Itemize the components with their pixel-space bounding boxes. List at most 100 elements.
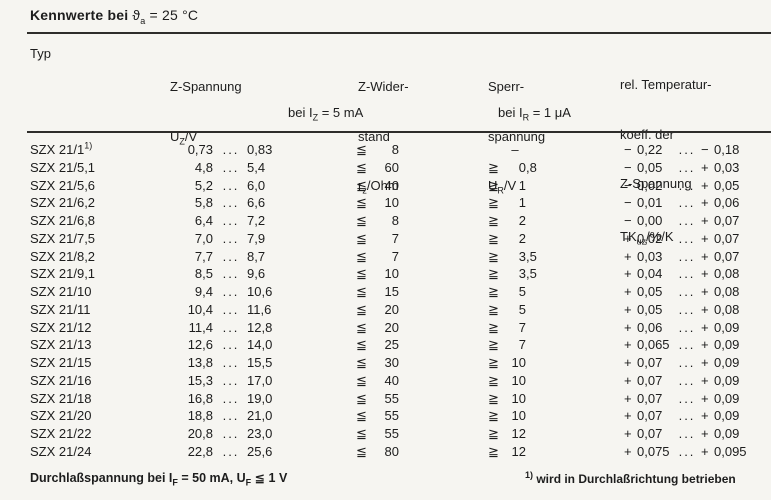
theta-subscript: a — [140, 15, 146, 26]
lte-icon: ≦ — [356, 390, 367, 406]
tk-ellipsis: ... — [678, 443, 696, 459]
cell-rz: 8 — [391, 142, 399, 157]
tk-label-3: Z-Spannung — [620, 176, 692, 191]
lte-icon: ≦ — [356, 248, 367, 264]
cell-tk-min: −0,00 — [624, 213, 663, 228]
cell-tk-max: +0,09 — [701, 408, 740, 424]
cell-uz-min: 22,8 — [187, 443, 213, 459]
cell-type: SZX 21/7,5 — [30, 230, 96, 246]
cell-uz-max: 15,5 — [247, 355, 273, 370]
uz-ellipsis: ... — [222, 195, 240, 211]
table-row: SZX 21/20 18,8 ... 21,0 ≦ 55 ≧ 10 +0,07 … — [0, 407, 771, 425]
cell-type: SZX 21/5,6 — [30, 177, 96, 193]
table-row: SZX 21/11) 0,73 ... 0,83 ≦ 8 – −0,22 ...… — [0, 141, 771, 159]
cell-ur: 3,5 — [518, 266, 537, 282]
cell-type: SZX 21/24 — [30, 443, 92, 459]
z-widerstand-label-1: Z-Wider- — [358, 79, 409, 94]
uz-ellipsis: ... — [222, 337, 240, 353]
tk-ellipsis: ... — [678, 142, 696, 157]
cell-tk-max: +0,09 — [701, 319, 740, 335]
table-row: SZX 21/6,8 6,4 ... 7,2 ≦ 8 ≧ 2 −0,00 ...… — [0, 212, 771, 230]
cell-tk-max: +0,07 — [701, 230, 740, 246]
gte-icon: ≧ — [488, 372, 499, 388]
col-header-temperaturkoeff: rel. Temperatur- koeff. der Z-Spannung T… — [620, 44, 712, 278]
cell-uz-max: 19,0 — [247, 390, 273, 406]
uz-ellipsis: ... — [222, 372, 240, 388]
tk-ellipsis: ... — [678, 195, 696, 211]
cell-rz: 10 — [384, 266, 399, 282]
cell-uz-max: 9,6 — [247, 266, 266, 282]
cell-ur: 3,5 — [518, 248, 537, 264]
cell-tk-min: +0,06 — [624, 319, 663, 335]
cell-rz: 40 — [384, 372, 399, 388]
col-header-z-spannung: Z-Spannung UZ/V — [170, 46, 242, 178]
table-row: SZX 21/8,2 7,7 ... 8,7 ≦ 7 ≧ 3,5 +0,03 .… — [0, 248, 771, 266]
tk-ellipsis: ... — [678, 372, 696, 388]
uz-ellipsis: ... — [222, 213, 240, 228]
cell-uz-min: 10,4 — [187, 301, 213, 317]
rz-symbol: rz/Ohm — [358, 178, 399, 196]
cell-rz: 60 — [384, 159, 399, 175]
lte-icon: ≦ — [356, 301, 367, 317]
cell-uz-min: 4,8 — [194, 159, 213, 175]
cell-type: SZX 21/15 — [30, 355, 92, 370]
cell-ur: 2 — [518, 213, 526, 228]
cell-uz-max: 23,0 — [247, 426, 273, 441]
gte-icon: ≧ — [488, 355, 499, 370]
cell-tk-max: +0,07 — [701, 213, 740, 228]
cell-ur: 10 — [511, 372, 526, 388]
gte-icon: ≧ — [488, 177, 499, 193]
cell-uz-min: 7,0 — [194, 230, 213, 246]
cell-tk-min: +0,07 — [624, 355, 663, 370]
cell-uz-min: 11,4 — [188, 319, 213, 335]
cell-tk-min: −0,05 — [624, 159, 663, 175]
cell-type: SZX 21/10 — [30, 284, 92, 299]
cell-tk-max: −0,18 — [701, 142, 740, 157]
gte-icon: ≧ — [488, 213, 499, 228]
cell-tk-min: +0,075 — [624, 443, 670, 459]
cell-rz: 20 — [384, 319, 399, 335]
table-row: SZX 21/18 16,8 ... 19,0 ≦ 55 ≧ 10 +0,07 … — [0, 390, 771, 408]
cell-ur: 10 — [511, 355, 526, 370]
gte-icon: ≧ — [488, 443, 499, 459]
tk-ellipsis: ... — [678, 390, 696, 406]
gte-icon: ≧ — [488, 248, 499, 264]
cell-tk-min: +0,07 — [624, 390, 663, 406]
uz-ellipsis: ... — [222, 284, 240, 299]
uz-ellipsis: ... — [222, 159, 240, 175]
tk-label-2: koeff. der — [620, 126, 674, 142]
cell-tk-min: −0,02 — [624, 177, 663, 193]
gte-icon: ≧ — [488, 230, 499, 246]
uz-ellipsis: ... — [222, 248, 240, 264]
cell-tk-max: +0,09 — [701, 372, 740, 388]
theta-symbol: ϑ — [132, 7, 141, 23]
tk-ellipsis: ... — [678, 230, 696, 246]
cell-tk-min: +0,07 — [624, 372, 663, 388]
lte-icon: ≦ — [356, 266, 367, 282]
tk-ellipsis: ... — [678, 159, 696, 175]
cell-tk-max: +0,09 — [701, 426, 740, 441]
lte-icon: ≦ — [356, 159, 367, 175]
cell-uz-min: 18,8 — [187, 408, 213, 424]
tk-ellipsis: ... — [678, 177, 696, 193]
cell-uz-max: 6,0 — [247, 177, 266, 193]
cell-tk-min: +0,04 — [624, 266, 663, 282]
table-body: SZX 21/11) 0,73 ... 0,83 ≦ 8 – −0,22 ...… — [0, 141, 771, 461]
cell-uz-min: 15,3 — [187, 372, 213, 388]
uz-ellipsis: ... — [222, 266, 240, 282]
cell-ur: 1 — [518, 177, 526, 193]
title-divider — [27, 32, 771, 34]
cell-ur: 7 — [518, 319, 526, 335]
cell-rz: 55 — [384, 426, 399, 441]
uz-ellipsis: ... — [222, 319, 240, 335]
cell-tk-max: +0,09 — [701, 337, 740, 353]
cell-tk-max: +0,03 — [701, 159, 740, 175]
cell-uz-max: 21,0 — [247, 408, 273, 424]
table-row: SZX 21/5,1 4,8 ... 5,4 ≦ 60 ≧ 0,8 −0,05 … — [0, 159, 771, 177]
cell-type: SZX 21/16 — [30, 372, 92, 388]
uz-ellipsis: ... — [222, 355, 240, 370]
table-row: SZX 21/24 22,8 ... 25,6 ≦ 80 ≧ 12 +0,075… — [0, 443, 771, 461]
cell-uz-max: 11,6 — [247, 301, 272, 317]
footnote: 1) wird in Durchlaßrichtung betrieben — [525, 470, 736, 487]
gte-icon: ≧ — [488, 337, 499, 353]
